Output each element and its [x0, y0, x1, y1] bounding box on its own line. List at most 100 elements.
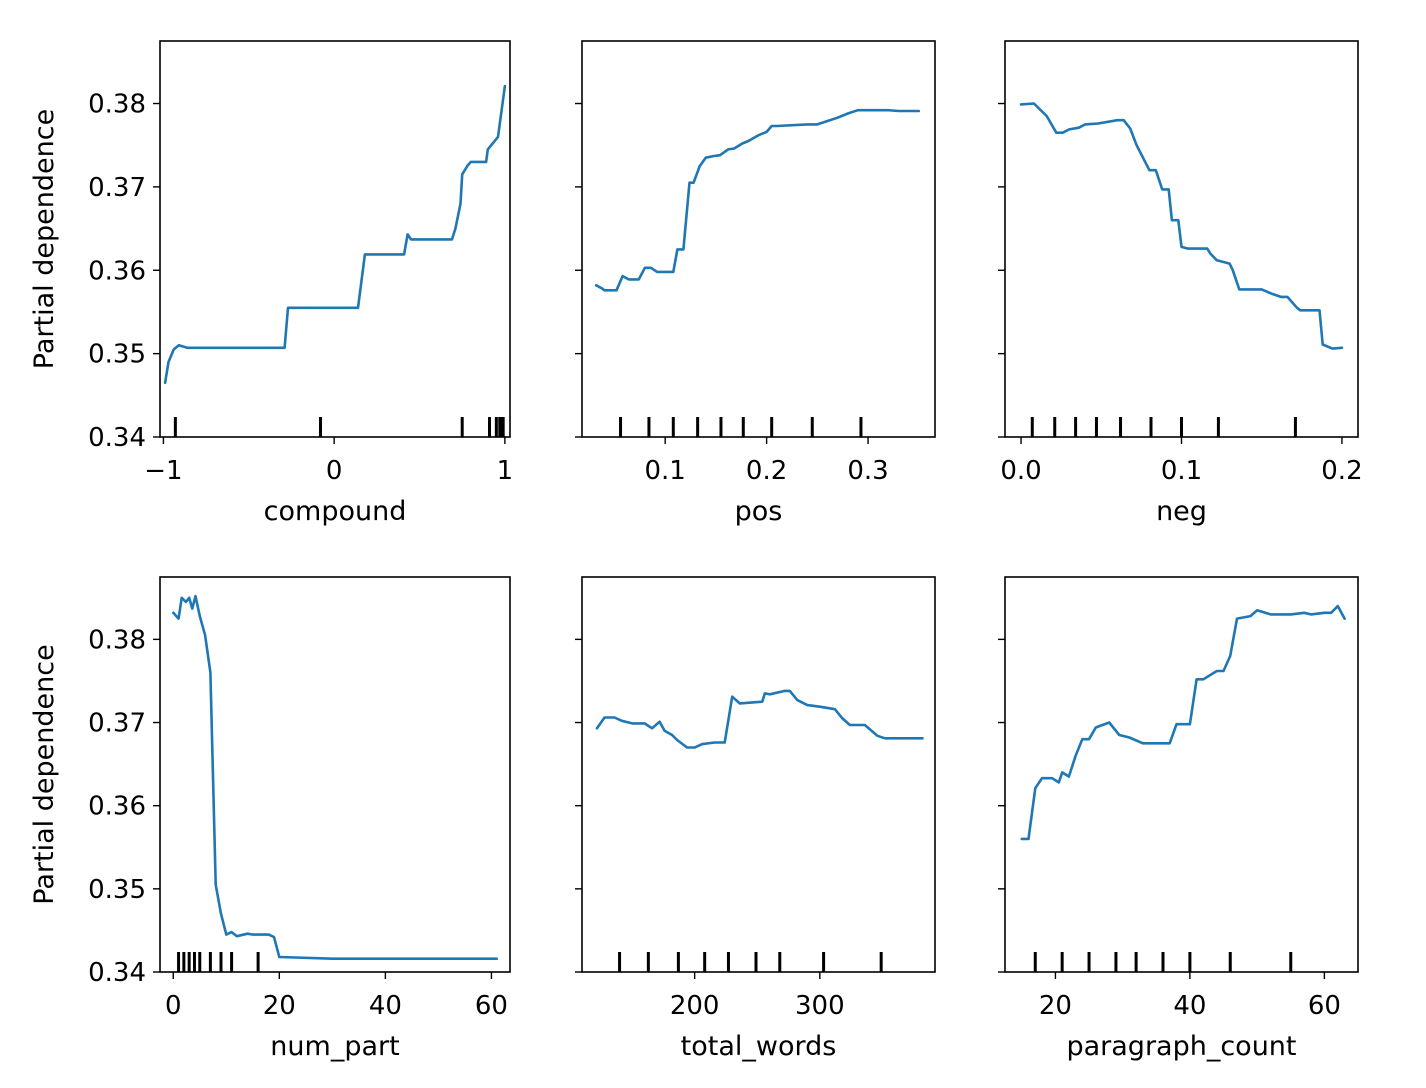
data-point [1341, 347, 1343, 349]
data-point [857, 109, 859, 111]
data-point [1238, 288, 1240, 290]
data-point [682, 248, 684, 250]
data-point [643, 722, 645, 724]
data-point [921, 737, 923, 739]
data-point [248, 347, 250, 349]
data-point [172, 612, 174, 614]
data-point [1331, 347, 1333, 349]
data-point [181, 597, 183, 599]
data-point [644, 267, 646, 269]
data-point [1206, 247, 1208, 249]
data-point [741, 142, 743, 144]
data-point [1148, 169, 1150, 171]
data-point [1135, 144, 1137, 146]
data-point [384, 957, 386, 959]
x-tick-label: 1 [497, 456, 514, 486]
y-tick-label: 0.37 [88, 709, 146, 739]
data-point [1209, 252, 1211, 254]
axes-frame [159, 40, 511, 438]
data-point [496, 957, 498, 959]
data-point [357, 307, 359, 309]
data-point [177, 617, 179, 619]
subplot-paragraph-count: 20 40 60 paragraph_count [998, 576, 1359, 1062]
data-point [480, 161, 482, 163]
data-point [769, 693, 771, 695]
axes-frame [159, 576, 511, 973]
x-axis-label: pos [735, 496, 783, 527]
x-tick-label: 20 [263, 991, 296, 1021]
data-point [724, 741, 726, 743]
data-point [1041, 777, 1043, 779]
data-point [273, 936, 275, 938]
data-point [663, 730, 665, 732]
data-point [770, 125, 772, 127]
data-point [719, 154, 721, 156]
data-point [615, 289, 617, 291]
data-point [601, 287, 603, 289]
data-point [1088, 738, 1090, 740]
data-point [1068, 775, 1070, 777]
data-point [739, 702, 741, 704]
data-point [1187, 247, 1189, 249]
data-point [1216, 670, 1218, 672]
data-point [776, 125, 778, 127]
x-tick-label: 40 [369, 991, 402, 1021]
data-point [1097, 122, 1099, 124]
data-point [1078, 127, 1080, 129]
y-tick-label: 0.38 [88, 90, 146, 120]
data-point [1299, 309, 1301, 311]
data-point [236, 935, 238, 937]
data-point [656, 271, 658, 273]
data-point [676, 739, 678, 741]
data-point [459, 202, 461, 204]
data-point [686, 746, 688, 748]
x-tick-label: 0 [326, 456, 343, 486]
x-tick-label: 0.3 [847, 456, 888, 486]
data-point [1318, 309, 1320, 311]
data-point [897, 110, 899, 112]
data-point [1129, 127, 1131, 129]
data-point [1236, 617, 1238, 619]
data-point [747, 140, 749, 142]
data-point [664, 271, 666, 273]
x-tick-label: 300 [795, 991, 845, 1021]
data-point [199, 615, 201, 617]
x-tick-label: 200 [670, 991, 720, 1021]
data-point [1084, 123, 1086, 125]
data-point [672, 271, 674, 273]
data-point [364, 253, 366, 255]
data-point [1189, 723, 1191, 725]
axes-frame [581, 576, 936, 973]
data-point [713, 741, 715, 743]
x-tick-label: 0.0 [1000, 456, 1041, 486]
data-point [1280, 296, 1282, 298]
data-point [1195, 678, 1197, 680]
data-point [461, 173, 463, 175]
data-point [454, 227, 456, 229]
data-point [1046, 115, 1048, 117]
data-point [693, 746, 695, 748]
x-axis-label: paragraph_count [1066, 1031, 1296, 1062]
x-tick-label: 40 [1173, 991, 1206, 1021]
data-point [764, 692, 766, 694]
x-tick-label: 0.2 [746, 456, 787, 486]
data-point [1330, 612, 1332, 614]
data-point [1123, 119, 1125, 121]
data-point [806, 704, 808, 706]
data-point [698, 165, 700, 167]
x-tick-label: 60 [1308, 991, 1341, 1021]
data-point [1323, 612, 1325, 614]
x-tick-label: 60 [475, 991, 508, 1021]
data-point [475, 161, 477, 163]
x-tick-label: 20 [1039, 991, 1072, 1021]
data-point [603, 289, 605, 291]
data-point [1270, 292, 1272, 294]
data-point [1249, 615, 1251, 617]
data-point [252, 933, 254, 935]
data-point [806, 123, 808, 125]
data-point [1177, 219, 1179, 221]
data-point [887, 109, 889, 111]
y-tick-label: 0.34 [88, 423, 146, 453]
data-point [849, 724, 851, 726]
